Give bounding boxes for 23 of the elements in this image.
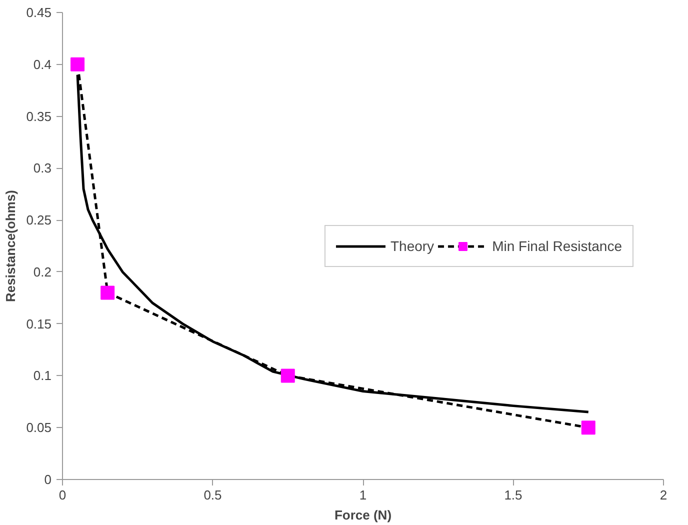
y-tick-label: 0.4: [33, 56, 52, 72]
legend-label: Theory: [390, 238, 434, 254]
y-tick-label: 0.3: [33, 160, 52, 176]
point: [100, 286, 115, 300]
y-tick-label: 0.15: [26, 316, 52, 332]
x-tick-label: 0.5: [204, 488, 222, 502]
x-tick-label: 0: [58, 488, 66, 502]
x-tick-label: 1.5: [504, 488, 522, 502]
y-tick-label: 0.45: [26, 5, 52, 20]
y-axis-title: Resistance(ohms): [3, 190, 18, 302]
x-tick-label: 1: [359, 488, 367, 502]
y-tick-label: 0.25: [26, 212, 52, 228]
y-tick-label: 0.2: [33, 264, 52, 280]
point: [70, 57, 85, 72]
y-tick-label: 0.35: [26, 108, 52, 124]
x-axis-title: Force (N): [334, 508, 392, 522]
y-tick-label: 0.05: [26, 420, 52, 436]
y-tick-label: 0.1: [33, 368, 52, 384]
legend-label: Min Final Resistance: [492, 238, 622, 254]
x-tick-label: 2: [660, 488, 668, 502]
y-tick-label: 0: [44, 472, 52, 487]
point: [581, 420, 596, 435]
point: [280, 368, 295, 383]
